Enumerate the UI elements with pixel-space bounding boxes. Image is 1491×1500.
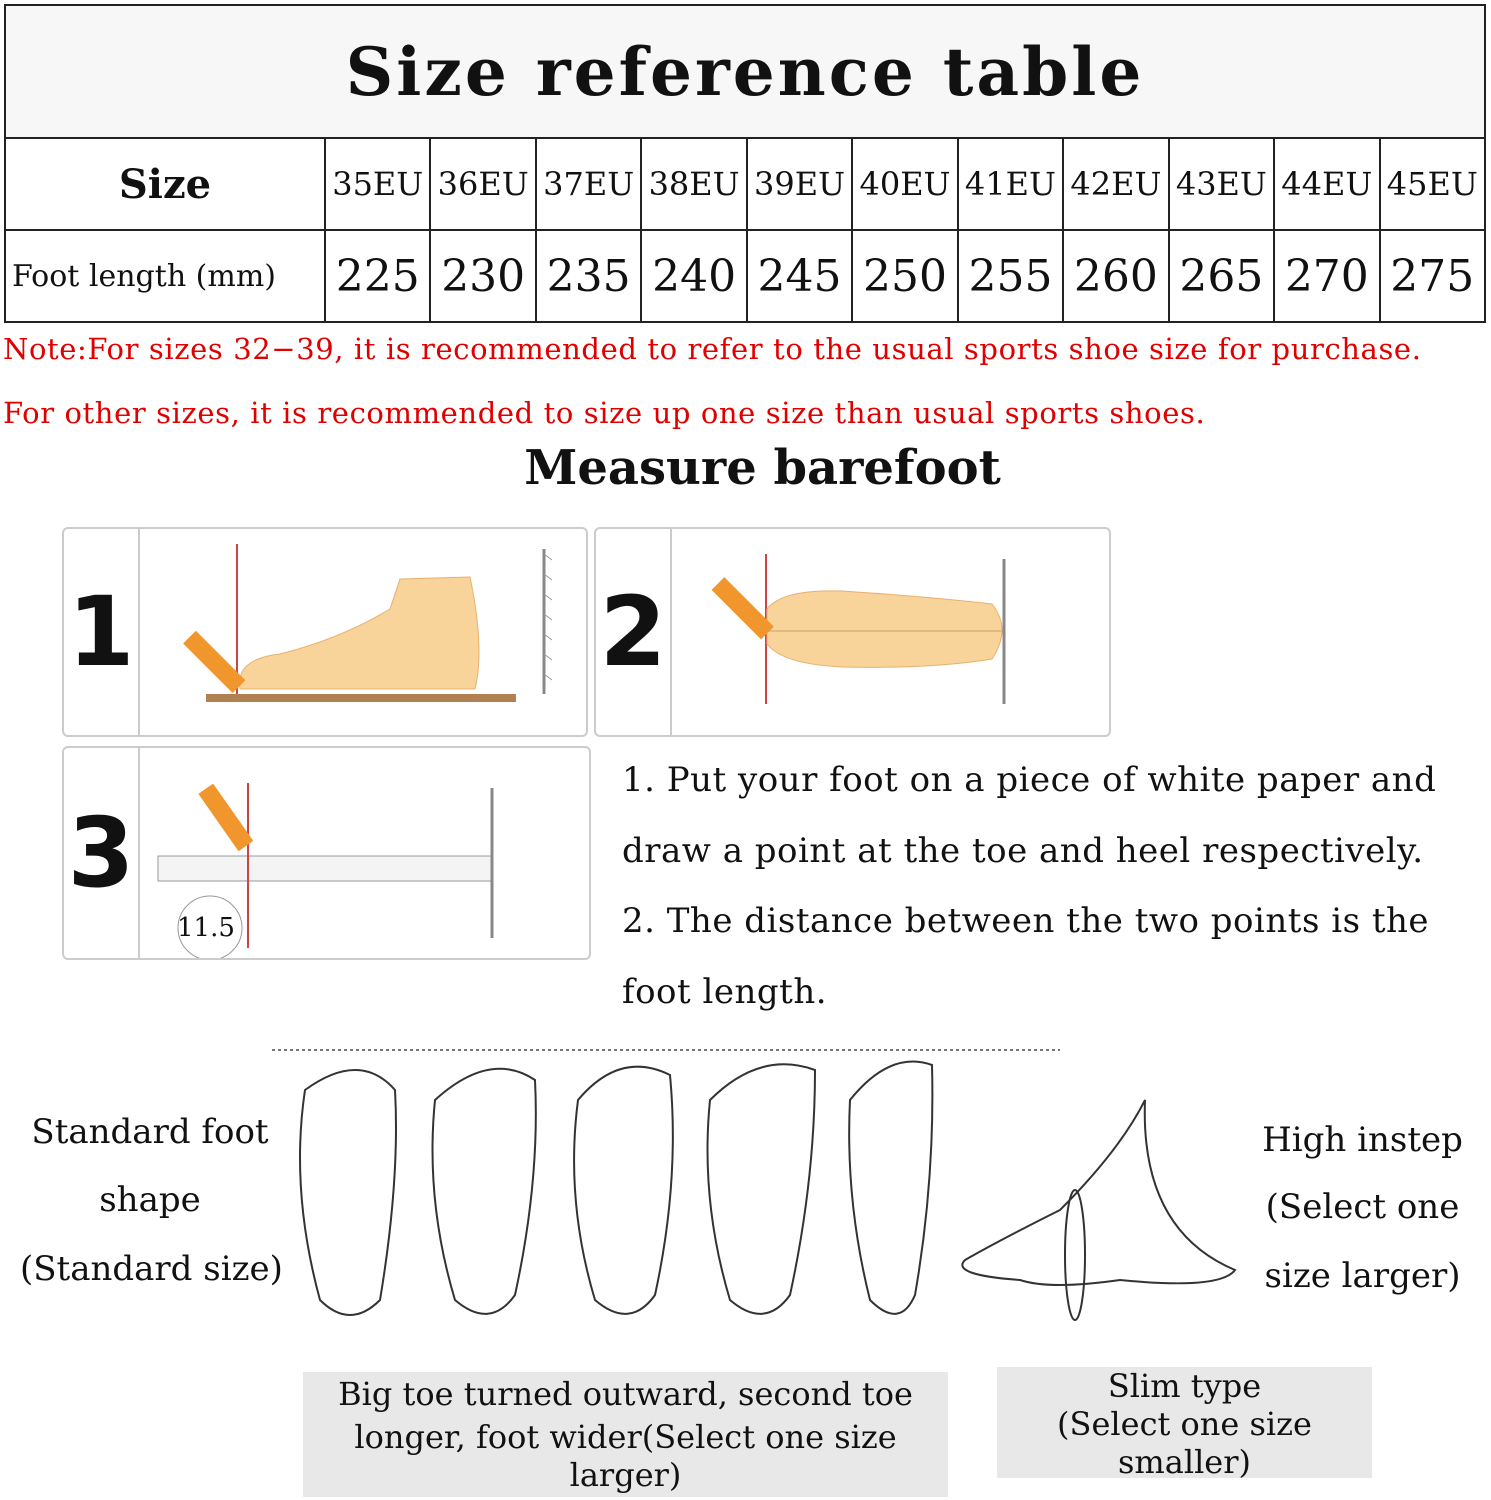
- foot-length-cell: 240: [640, 229, 748, 323]
- size-label: Size: [4, 137, 326, 231]
- foot-length-cell: 250: [851, 229, 959, 323]
- size-cell: 36EU: [429, 137, 537, 231]
- step-3-panel: 3 11.5: [62, 746, 591, 960]
- standard-foot-label-3: (Standard size): [20, 1249, 283, 1289]
- foot-length-cell: 245: [745, 229, 854, 323]
- size-cell: 38EU: [640, 137, 748, 231]
- high-instep-label-3: size larger): [1264, 1256, 1461, 1296]
- standard-foot-label-1: Standard foot: [31, 1112, 269, 1152]
- size-cell: 43EU: [1167, 137, 1276, 231]
- step-2-panel: 2: [594, 527, 1111, 737]
- step-number: 3: [64, 748, 140, 958]
- slim-foot-line-2: (Select one size smaller): [1057, 1405, 1312, 1481]
- foot-length-cell: 255: [956, 229, 1065, 323]
- step-number: 2: [596, 529, 672, 735]
- ruler-reading: 11.5: [177, 913, 235, 943]
- step-number: 1: [64, 529, 140, 735]
- table-title: Size reference table: [4, 4, 1486, 139]
- size-cell: 40EU: [851, 137, 959, 231]
- foot-length-cell: 260: [1062, 229, 1170, 323]
- step-1-panel: 1: [62, 527, 588, 737]
- foot-length-cell: 265: [1167, 229, 1276, 323]
- wide-foot-line-1: Big toe turned outward, second toe: [338, 1374, 913, 1413]
- wide-foot-box: Big toe turned outward, second toe longe…: [303, 1372, 948, 1497]
- high-instep-label-1: High instep: [1262, 1120, 1463, 1160]
- slim-foot-line-1: Slim type: [1107, 1367, 1262, 1405]
- foot-length-cell: 225: [323, 229, 432, 323]
- size-row: Size 35EU 36EU 37EU 38EU 39EU 40EU 41EU 42EU 43E…: [4, 137, 1487, 231]
- foot-top-illustration: [711, 554, 1006, 704]
- note-line-1: Note:For sizes 32−39, it is recommended …: [3, 332, 1422, 366]
- note-line-2: For other sizes, it is recommended to si…: [3, 396, 1206, 430]
- high-instep-label-2: (Select one: [1265, 1187, 1460, 1227]
- size-cell: 44EU: [1273, 137, 1381, 231]
- instruction-line: 2. The distance between the two points i…: [622, 901, 1430, 941]
- size-cell: 42EU: [1062, 137, 1170, 231]
- size-cell: 41EU: [956, 137, 1065, 231]
- foot-length-row: Foot length (mm) 225 230 235 240 245 250 255 26…: [4, 229, 1487, 323]
- foot-shapes-illustration: [272, 1049, 1237, 1321]
- instruction-line: foot length.: [622, 972, 828, 1012]
- foot-side-illustration: [183, 544, 553, 702]
- size-cell: 39EU: [745, 137, 854, 231]
- foot-length-cell: 235: [534, 229, 643, 323]
- instruction-line: draw a point at the toe and heel respect…: [622, 831, 1424, 871]
- slim-foot-box: Slim type (Select one size smaller): [997, 1367, 1372, 1481]
- standard-foot-label-2: shape: [99, 1180, 201, 1220]
- wide-foot-line-2: longer, foot wider(Select one size large…: [354, 1418, 897, 1495]
- instruction-line: 1. Put your foot on a piece of white pap…: [622, 760, 1437, 800]
- foot-length-cell: 275: [1378, 229, 1487, 323]
- foot-length-cell: 230: [429, 229, 537, 323]
- size-cell: 45EU: [1378, 137, 1487, 231]
- size-table: Size reference table Size 35EU 36EU 37EU 38…: [4, 4, 1487, 323]
- foot-length-label: Foot length (mm): [4, 229, 326, 323]
- foot-length-cell: 270: [1273, 229, 1381, 323]
- measure-heading: Measure barefoot: [524, 440, 1001, 496]
- size-cell: 37EU: [534, 137, 643, 231]
- ruler-illustration: [157, 783, 494, 958]
- size-cell: 35EU: [323, 137, 432, 231]
